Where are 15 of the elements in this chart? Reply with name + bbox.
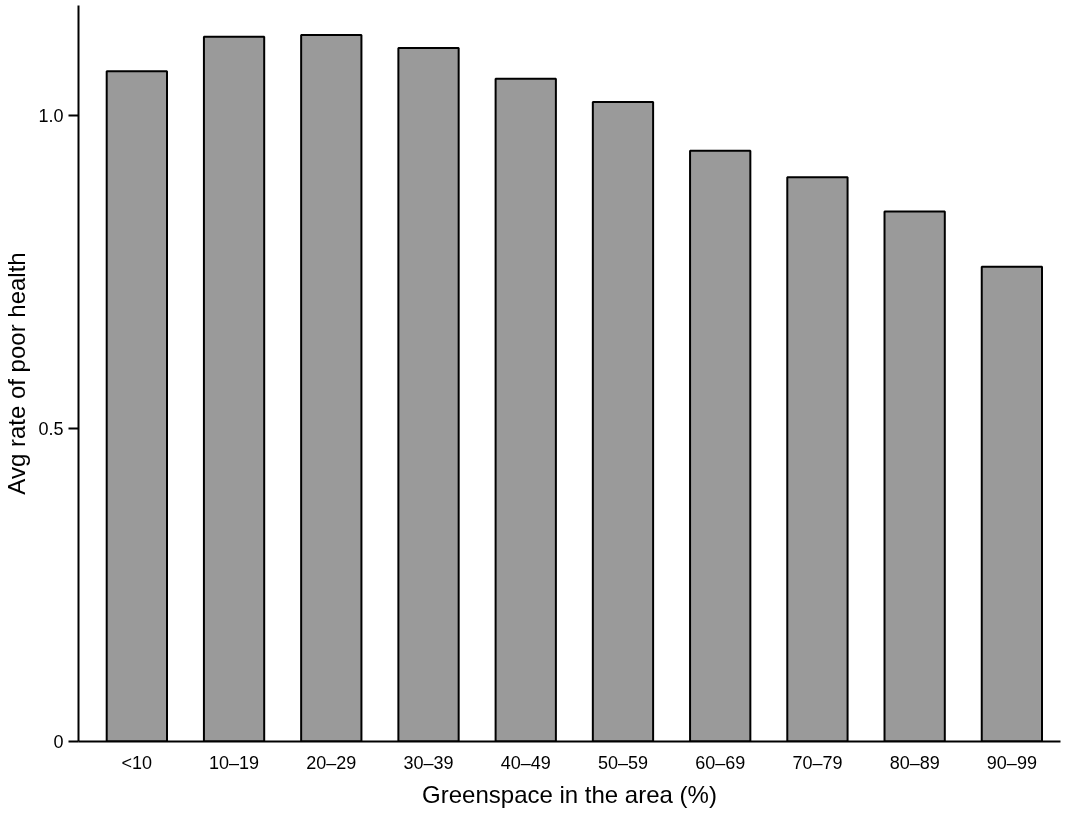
x-tick-label: 40–49: [500, 752, 551, 773]
y-axis-title: Avg rate of poor health: [3, 252, 31, 495]
x-tick-label: 70–79: [792, 752, 843, 773]
x-tick-label: 30–39: [403, 752, 454, 773]
x-axis-title: Greenspace in the area (%): [422, 780, 717, 808]
x-tick-label: 10–19: [209, 752, 260, 773]
x-tick-label: 90–99: [986, 752, 1037, 773]
x-tick-label: 60–69: [695, 752, 746, 773]
x-tick-label: 80–89: [889, 752, 940, 773]
x-tick-label: <10: [121, 752, 153, 773]
x-tick-label: 50–59: [597, 752, 649, 773]
x-tick-label: 20–29: [306, 752, 357, 773]
y-tick-label: 0.5: [38, 418, 64, 439]
y-tick-label: 1.0: [38, 105, 64, 126]
y-tick-label: 0: [53, 732, 64, 752]
